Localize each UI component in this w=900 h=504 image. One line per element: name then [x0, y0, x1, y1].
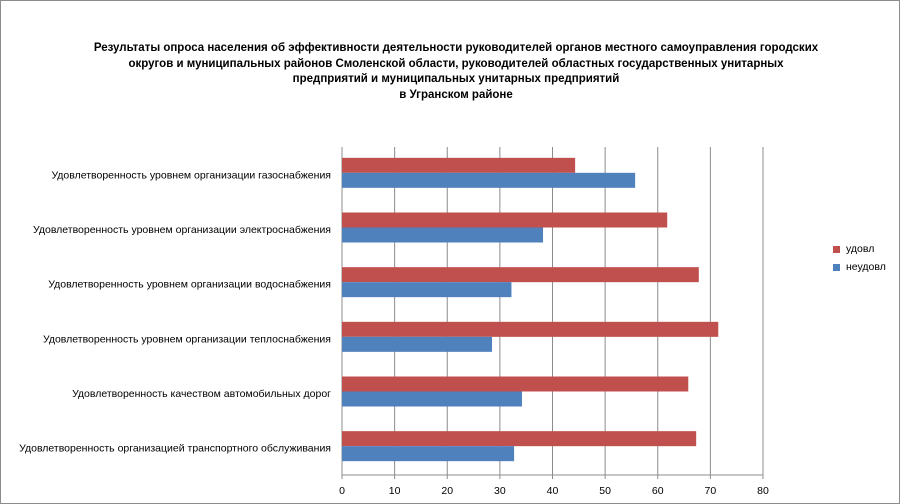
bar-udovl	[342, 157, 576, 173]
x-tick-label: 70	[705, 485, 717, 497]
bar-udovl	[342, 267, 699, 283]
chart-title-line-2: округов и муниципальных районов Смоленск…	[128, 57, 784, 70]
bar-udovl	[342, 212, 668, 228]
x-tick-label: 40	[547, 485, 559, 497]
category-label: Удовлетворенность организацией транспорт…	[19, 443, 331, 455]
chart-title-line-3: предприятий и муниципальных унитарных пр…	[292, 73, 620, 85]
bar-neudovl	[342, 172, 636, 188]
x-tick-label: 80	[757, 485, 769, 497]
category-label: Удовлетворенность уровнем организации во…	[48, 279, 331, 291]
bar-udovl	[342, 321, 719, 337]
x-tick-label: 10	[389, 485, 401, 497]
bar-neudovl	[342, 282, 512, 298]
chart-title-line-1: Результаты опроса населения об эффективн…	[93, 42, 819, 54]
bar-udovl	[342, 431, 697, 447]
x-tick-label: 0	[339, 485, 345, 497]
legend-label-udovl: удовл	[846, 243, 875, 255]
x-tick-label: 20	[441, 485, 453, 497]
legend-swatch-neudovl	[833, 263, 840, 271]
category-label: Удовлетворенность качеством автомобильны…	[72, 388, 331, 400]
bar-udovl	[342, 376, 689, 392]
bar-neudovl	[342, 391, 522, 407]
bar-neudovl	[342, 336, 492, 352]
legend-swatch-udovl	[833, 245, 840, 253]
legend: удовл неудовл	[833, 240, 886, 276]
chart-title: Результаты опроса населения об эффективн…	[41, 41, 871, 103]
chart-title-line-4: в Угранском районе	[399, 88, 513, 101]
category-label: Удовлетворенность уровнем организации эл…	[33, 224, 331, 236]
legend-item-neudovl: неудовл	[833, 258, 886, 276]
x-tick-label: 30	[494, 485, 506, 497]
category-label: Удовлетворенность уровнем организации те…	[43, 333, 331, 345]
category-label: Удовлетворенность уровнем организации га…	[51, 169, 331, 181]
legend-item-udovl: удовл	[833, 240, 886, 258]
bar-neudovl	[342, 227, 544, 243]
x-tick-label: 60	[652, 485, 664, 497]
bar-neudovl	[342, 446, 515, 462]
x-tick-label: 50	[599, 485, 611, 497]
legend-label-neudovl: неудовл	[846, 261, 886, 273]
